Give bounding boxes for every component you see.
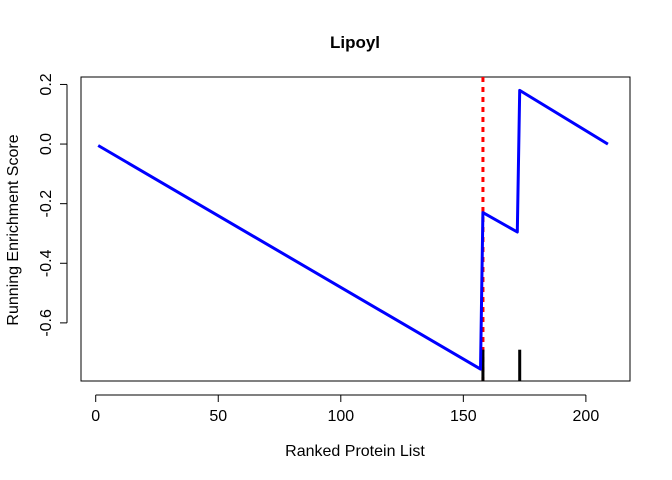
x-tick-label: 200 <box>573 408 600 425</box>
y-axis-label: Running Enrichment Score <box>5 134 22 325</box>
y-tick-label: -0.4 <box>38 249 55 277</box>
x-tick-label: 150 <box>450 408 477 425</box>
y-tick-label: -0.2 <box>38 190 55 218</box>
plot-area: 0 50 100 150 200 -0.6 -0.4 -0.2 0.0 0.2 <box>38 73 631 425</box>
y-tick-label: 0.0 <box>38 133 55 155</box>
x-tick-label: 100 <box>327 408 354 425</box>
chart-title: Lipoyl <box>330 33 380 52</box>
x-tick-label: 50 <box>209 408 227 425</box>
y-tick-label: -0.6 <box>38 309 55 337</box>
plot-frame <box>80 76 631 382</box>
x-tick-label: 0 <box>91 408 100 425</box>
y-tick-label: 0.2 <box>38 73 55 95</box>
x-axis-label: Ranked Protein List <box>285 443 425 460</box>
enrichment-score-line <box>97 88 609 371</box>
